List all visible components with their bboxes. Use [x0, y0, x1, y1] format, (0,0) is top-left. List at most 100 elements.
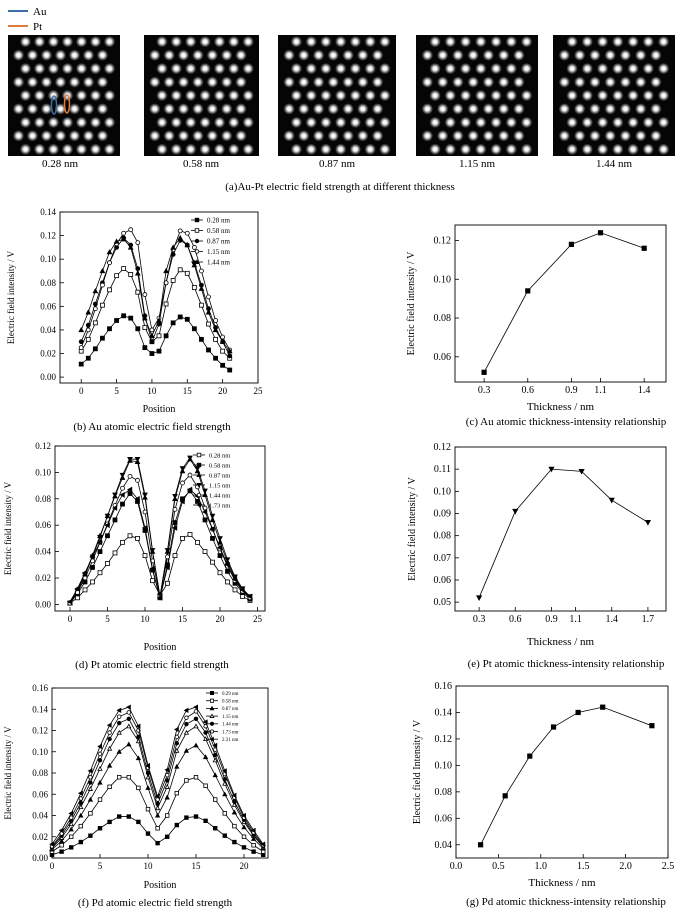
data-point — [600, 704, 606, 710]
atom-spot — [156, 89, 168, 102]
data-point — [195, 499, 200, 504]
legend-label: 0.28 nm — [209, 452, 230, 459]
data-point — [127, 533, 133, 539]
atom-spot — [589, 76, 601, 88]
y-tick-label: 0.08 — [434, 531, 452, 542]
atom-spot — [444, 89, 456, 102]
y-tick-label: 0.12 — [32, 726, 48, 736]
data-point — [222, 791, 228, 797]
legend: 0.28 nm 0.58 nm 0.87 nm 1.15 nm 1.44 nm 1.73 … — [193, 452, 230, 509]
data-point — [97, 743, 103, 750]
y-tick-label: 0.06 — [35, 520, 51, 530]
data-point — [212, 742, 218, 749]
atom-spot — [320, 36, 332, 48]
atom-spot — [429, 63, 441, 75]
data-point — [174, 763, 180, 769]
series-line — [477, 704, 655, 848]
series-path — [483, 232, 645, 373]
data-point — [149, 339, 155, 345]
data-point — [171, 524, 178, 531]
atom-spot — [505, 63, 517, 75]
data-point — [183, 729, 190, 735]
atom-spot — [421, 103, 433, 115]
atom-spot — [627, 36, 639, 48]
legend-marker — [196, 492, 202, 498]
atom-spot — [47, 63, 60, 75]
y-tick-label: 0.10 — [32, 747, 48, 757]
atom-spot — [467, 103, 479, 115]
data-point — [85, 355, 91, 361]
atom-spot — [213, 63, 226, 75]
atom-spot — [574, 103, 586, 115]
data-point — [116, 748, 122, 754]
data-point — [481, 369, 487, 375]
series-path — [69, 458, 251, 604]
x-tick-label: 0.6 — [509, 614, 522, 625]
data-point — [78, 345, 84, 351]
atom-spot — [357, 103, 369, 115]
data-point — [156, 594, 163, 601]
atom-spot — [290, 143, 302, 155]
atom-spot — [421, 49, 433, 61]
y-tick-label: 0.09 — [434, 508, 452, 519]
atom-spot — [305, 36, 317, 48]
data-point — [128, 227, 134, 233]
legend-label: 1.73 nm — [222, 730, 239, 735]
atom-spot — [460, 63, 472, 75]
plot-frame — [54, 445, 266, 612]
x-tick-label: 1.4 — [605, 614, 618, 625]
data-point — [142, 509, 148, 515]
data-point — [179, 466, 186, 472]
atom-spot — [290, 89, 302, 102]
pt-legend-label: Pt — [33, 21, 42, 33]
data-point — [199, 336, 204, 342]
data-point — [97, 751, 103, 757]
atom-spot — [658, 143, 670, 155]
data-point — [97, 797, 103, 802]
atom-spot — [313, 76, 325, 88]
data-point — [187, 472, 193, 478]
atom-spot — [320, 116, 332, 128]
data-point — [111, 505, 118, 511]
atom-spot — [40, 130, 53, 142]
data-point — [128, 272, 134, 277]
legend-label: 0.87 nm — [222, 707, 239, 712]
legend-label: 0.58 nm — [222, 699, 239, 704]
data-point — [78, 361, 84, 367]
data-point — [213, 318, 218, 323]
data-point — [239, 587, 245, 593]
atom-spot — [82, 130, 95, 142]
x-tick-label: 0 — [68, 614, 73, 624]
data-point — [68, 810, 74, 817]
data-point — [112, 550, 118, 556]
atom-spot — [379, 36, 391, 48]
atom-spot — [342, 130, 354, 142]
atom-spot — [298, 103, 310, 115]
atom-spot — [177, 76, 190, 88]
y-tick-label: 0.14 — [40, 207, 56, 217]
atom-spot — [475, 36, 487, 48]
legend-marker — [209, 736, 214, 742]
data-point — [187, 455, 193, 461]
y-tick-label: 0.02 — [35, 573, 51, 583]
data-point — [156, 317, 162, 323]
atom-spot — [452, 130, 464, 142]
y-axis-label: Electric field intensity / V — [406, 251, 417, 355]
data-point — [106, 249, 113, 255]
data-point — [77, 790, 83, 796]
data-point — [92, 346, 98, 352]
data-point — [550, 724, 557, 730]
atom-spot — [642, 143, 654, 155]
atom-spot — [642, 36, 654, 48]
atom-spot — [185, 116, 197, 128]
atom-spot — [82, 103, 95, 115]
data-point — [164, 784, 170, 789]
data-point — [191, 285, 197, 290]
atom-spot — [61, 63, 74, 75]
data-point — [202, 754, 209, 760]
data-point — [127, 473, 133, 479]
data-point — [69, 834, 74, 839]
atom-spot — [163, 130, 175, 142]
atom-spot — [26, 76, 39, 88]
data-point — [149, 565, 155, 572]
